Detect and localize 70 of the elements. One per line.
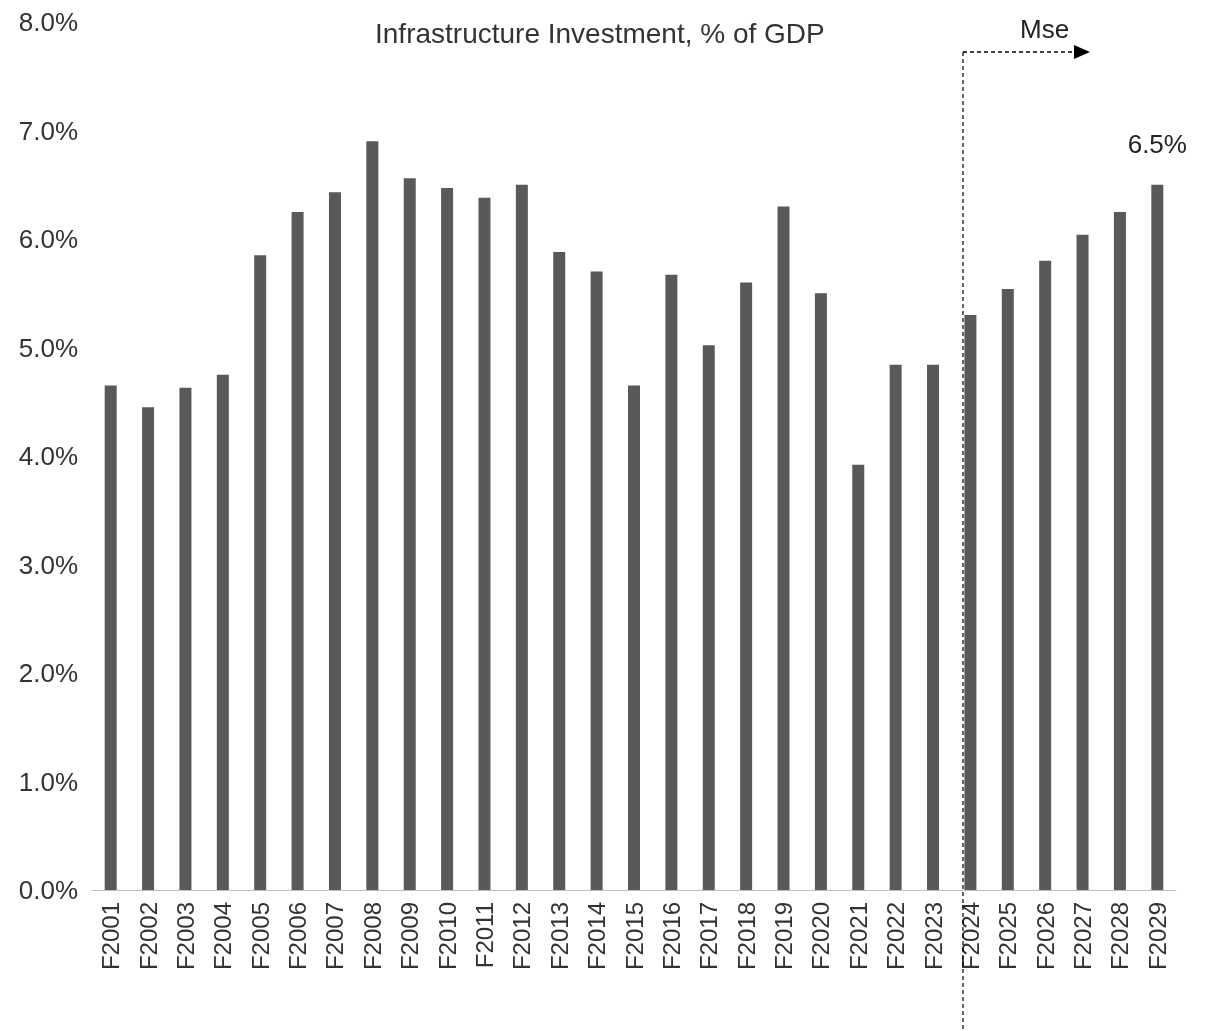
bar bbox=[478, 197, 491, 890]
chart-title: Infrastructure Investment, % of GDP bbox=[375, 17, 825, 49]
y-tick-label: 7.0% bbox=[18, 115, 78, 146]
annotation: Mse bbox=[1020, 14, 1070, 45]
x-tick-label: F2028 bbox=[1106, 902, 1134, 971]
bar bbox=[328, 192, 341, 890]
bar bbox=[665, 274, 678, 890]
bar bbox=[1076, 234, 1089, 890]
x-tick-label: F2025 bbox=[994, 902, 1022, 971]
bar bbox=[291, 211, 304, 890]
y-tick-label: 6.0% bbox=[18, 224, 78, 254]
y-tick-label: 3.0% bbox=[18, 549, 78, 580]
bar bbox=[590, 271, 603, 890]
x-tick-label: F2006 bbox=[284, 902, 312, 971]
data-label: 6.5% bbox=[1127, 128, 1187, 159]
bar bbox=[254, 255, 267, 890]
bar bbox=[515, 184, 528, 890]
x-tick-label: F2017 bbox=[695, 902, 723, 971]
bar bbox=[441, 188, 454, 890]
bar bbox=[553, 252, 566, 890]
bar bbox=[104, 385, 117, 890]
bar bbox=[142, 407, 155, 890]
x-tick-label: F2015 bbox=[620, 902, 648, 971]
bar bbox=[889, 364, 902, 890]
x-tick-label: F2009 bbox=[396, 902, 424, 971]
bar bbox=[852, 464, 865, 890]
x-tick-label: F2022 bbox=[882, 902, 910, 971]
x-tick-label: F2002 bbox=[134, 902, 162, 971]
x-tick-label: F2001 bbox=[97, 902, 125, 971]
bar bbox=[702, 345, 715, 890]
y-tick-label: 5.0% bbox=[18, 332, 78, 363]
x-tick-label: F2004 bbox=[209, 902, 237, 971]
bar bbox=[179, 387, 192, 890]
y-tick-label: 1.0% bbox=[18, 766, 78, 797]
x-tick-label: F2016 bbox=[657, 902, 685, 971]
x-tick-label: F2023 bbox=[919, 902, 947, 971]
x-tick-label: F2008 bbox=[358, 902, 386, 971]
bar bbox=[964, 314, 977, 890]
bar bbox=[927, 364, 940, 890]
bar bbox=[366, 141, 379, 890]
bar bbox=[1113, 211, 1126, 890]
bar bbox=[628, 385, 640, 890]
x-tick-label: F2007 bbox=[321, 902, 349, 971]
bar bbox=[777, 206, 790, 890]
x-tick-label: F2020 bbox=[807, 902, 835, 971]
bar bbox=[1001, 288, 1014, 890]
x-tick-label: F2013 bbox=[545, 902, 573, 971]
x-tick-label: F2005 bbox=[246, 902, 274, 971]
x-tick-label: F2018 bbox=[732, 902, 760, 971]
y-tick-label: 4.0% bbox=[18, 441, 78, 471]
x-tick-label: F2010 bbox=[433, 902, 461, 971]
x-tick-label: F2026 bbox=[1031, 902, 1059, 971]
y-tick-label: 2.0% bbox=[18, 658, 78, 688]
bar bbox=[1039, 260, 1052, 890]
bar bbox=[1151, 184, 1164, 890]
bar bbox=[740, 282, 753, 890]
bar bbox=[814, 293, 827, 890]
y-tick-label: 0.0% bbox=[18, 875, 78, 905]
x-tick-label: F2011 bbox=[470, 902, 498, 969]
x-tick-label: F2019 bbox=[770, 902, 798, 971]
x-tick-label: F2014 bbox=[583, 902, 611, 971]
y-tick-label: 8.0% bbox=[18, 7, 78, 37]
x-tick-label: F2003 bbox=[171, 902, 199, 971]
x-tick-label: F2024 bbox=[956, 902, 984, 971]
x-tick-label: F2027 bbox=[1069, 902, 1097, 971]
bar bbox=[403, 178, 416, 890]
x-tick-label: F2029 bbox=[1143, 902, 1171, 971]
x-tick-label: F2021 bbox=[844, 902, 872, 971]
bar bbox=[216, 374, 229, 890]
x-tick-label: F2012 bbox=[508, 902, 536, 971]
